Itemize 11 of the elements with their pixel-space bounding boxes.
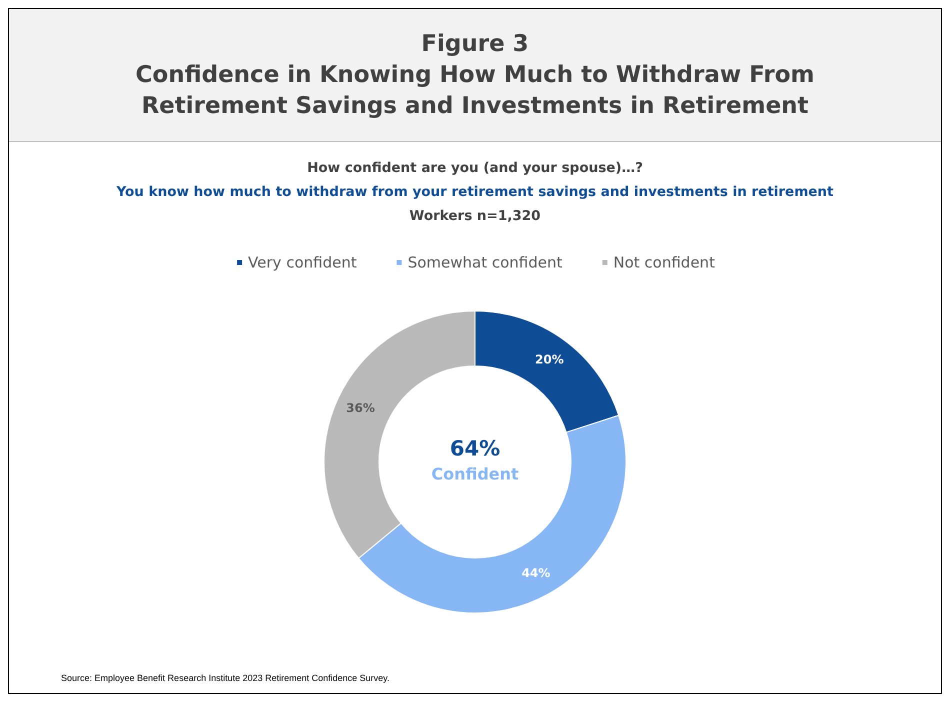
chart-title: Figure 3 Confidence in Knowing How Much to Withdraw From Retirement Savings and Investments in Retirement [134, 30, 816, 120]
data-label: 36% [346, 401, 375, 416]
text: Confident [431, 464, 520, 484]
legend-label: Very confident [248, 254, 357, 272]
source-note: Source: Employee Benefit Research Institute 2023 Retirement Confidence Survey. [61, 673, 390, 683]
data-label: 44% [522, 566, 550, 580]
legend-label: Somewhat confident [408, 254, 562, 272]
chart-subtitle: How confident are you (and your spouse)…? You know how much to withdraw from your retirement savings and investments in retirement Workers n=1,320 [115, 159, 835, 226]
data-label: 20% [534, 352, 564, 367]
text: 64% [450, 436, 500, 460]
legend-label: Not confident [613, 254, 716, 272]
